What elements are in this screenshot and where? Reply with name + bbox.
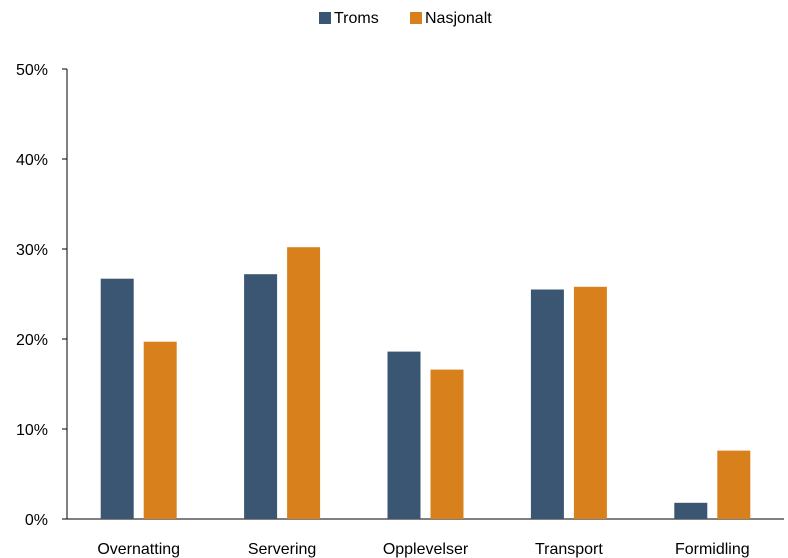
legend: Troms Nasjonalt: [319, 10, 492, 27]
bar-nasjonalt-transport: [573, 286, 607, 519]
bar-troms-opplevelser: [387, 351, 421, 519]
y-axis: 0% 10% 20% 30% 40% 50%: [16, 62, 68, 529]
legend-label-troms: Troms: [334, 10, 379, 27]
bar-troms-servering: [244, 274, 278, 519]
bar-troms-overnatting: [100, 278, 134, 519]
bar-nasjonalt-overnatting: [143, 341, 177, 519]
bar-troms-formidling: [674, 502, 708, 519]
bars: [100, 247, 751, 519]
y-tick-label: 10%: [16, 422, 48, 439]
x-category-label: Formidling: [675, 541, 750, 558]
y-tick-label: 40%: [16, 152, 48, 169]
legend-swatch-nasjonalt: [410, 12, 422, 24]
y-tick-label: 0%: [25, 512, 48, 529]
legend-swatch-troms: [319, 12, 331, 24]
x-category-label: Opplevelser: [383, 541, 469, 558]
y-tick-label: 30%: [16, 242, 48, 259]
bar-nasjonalt-servering: [287, 247, 321, 519]
x-axis: Overnatting Servering Opplevelser Transport…: [67, 518, 784, 558]
y-tick-label: 50%: [16, 62, 48, 79]
bar-nasjonalt-opplevelser: [430, 369, 464, 519]
x-category-label: Servering: [248, 541, 316, 558]
x-category-label: Transport: [535, 541, 603, 558]
legend-label-nasjonalt: Nasjonalt: [425, 10, 492, 27]
y-tick-label: 20%: [16, 332, 48, 349]
bar-troms-transport: [530, 289, 564, 519]
bar-nasjonalt-formidling: [717, 450, 751, 519]
x-category-label: Overnatting: [97, 541, 180, 558]
